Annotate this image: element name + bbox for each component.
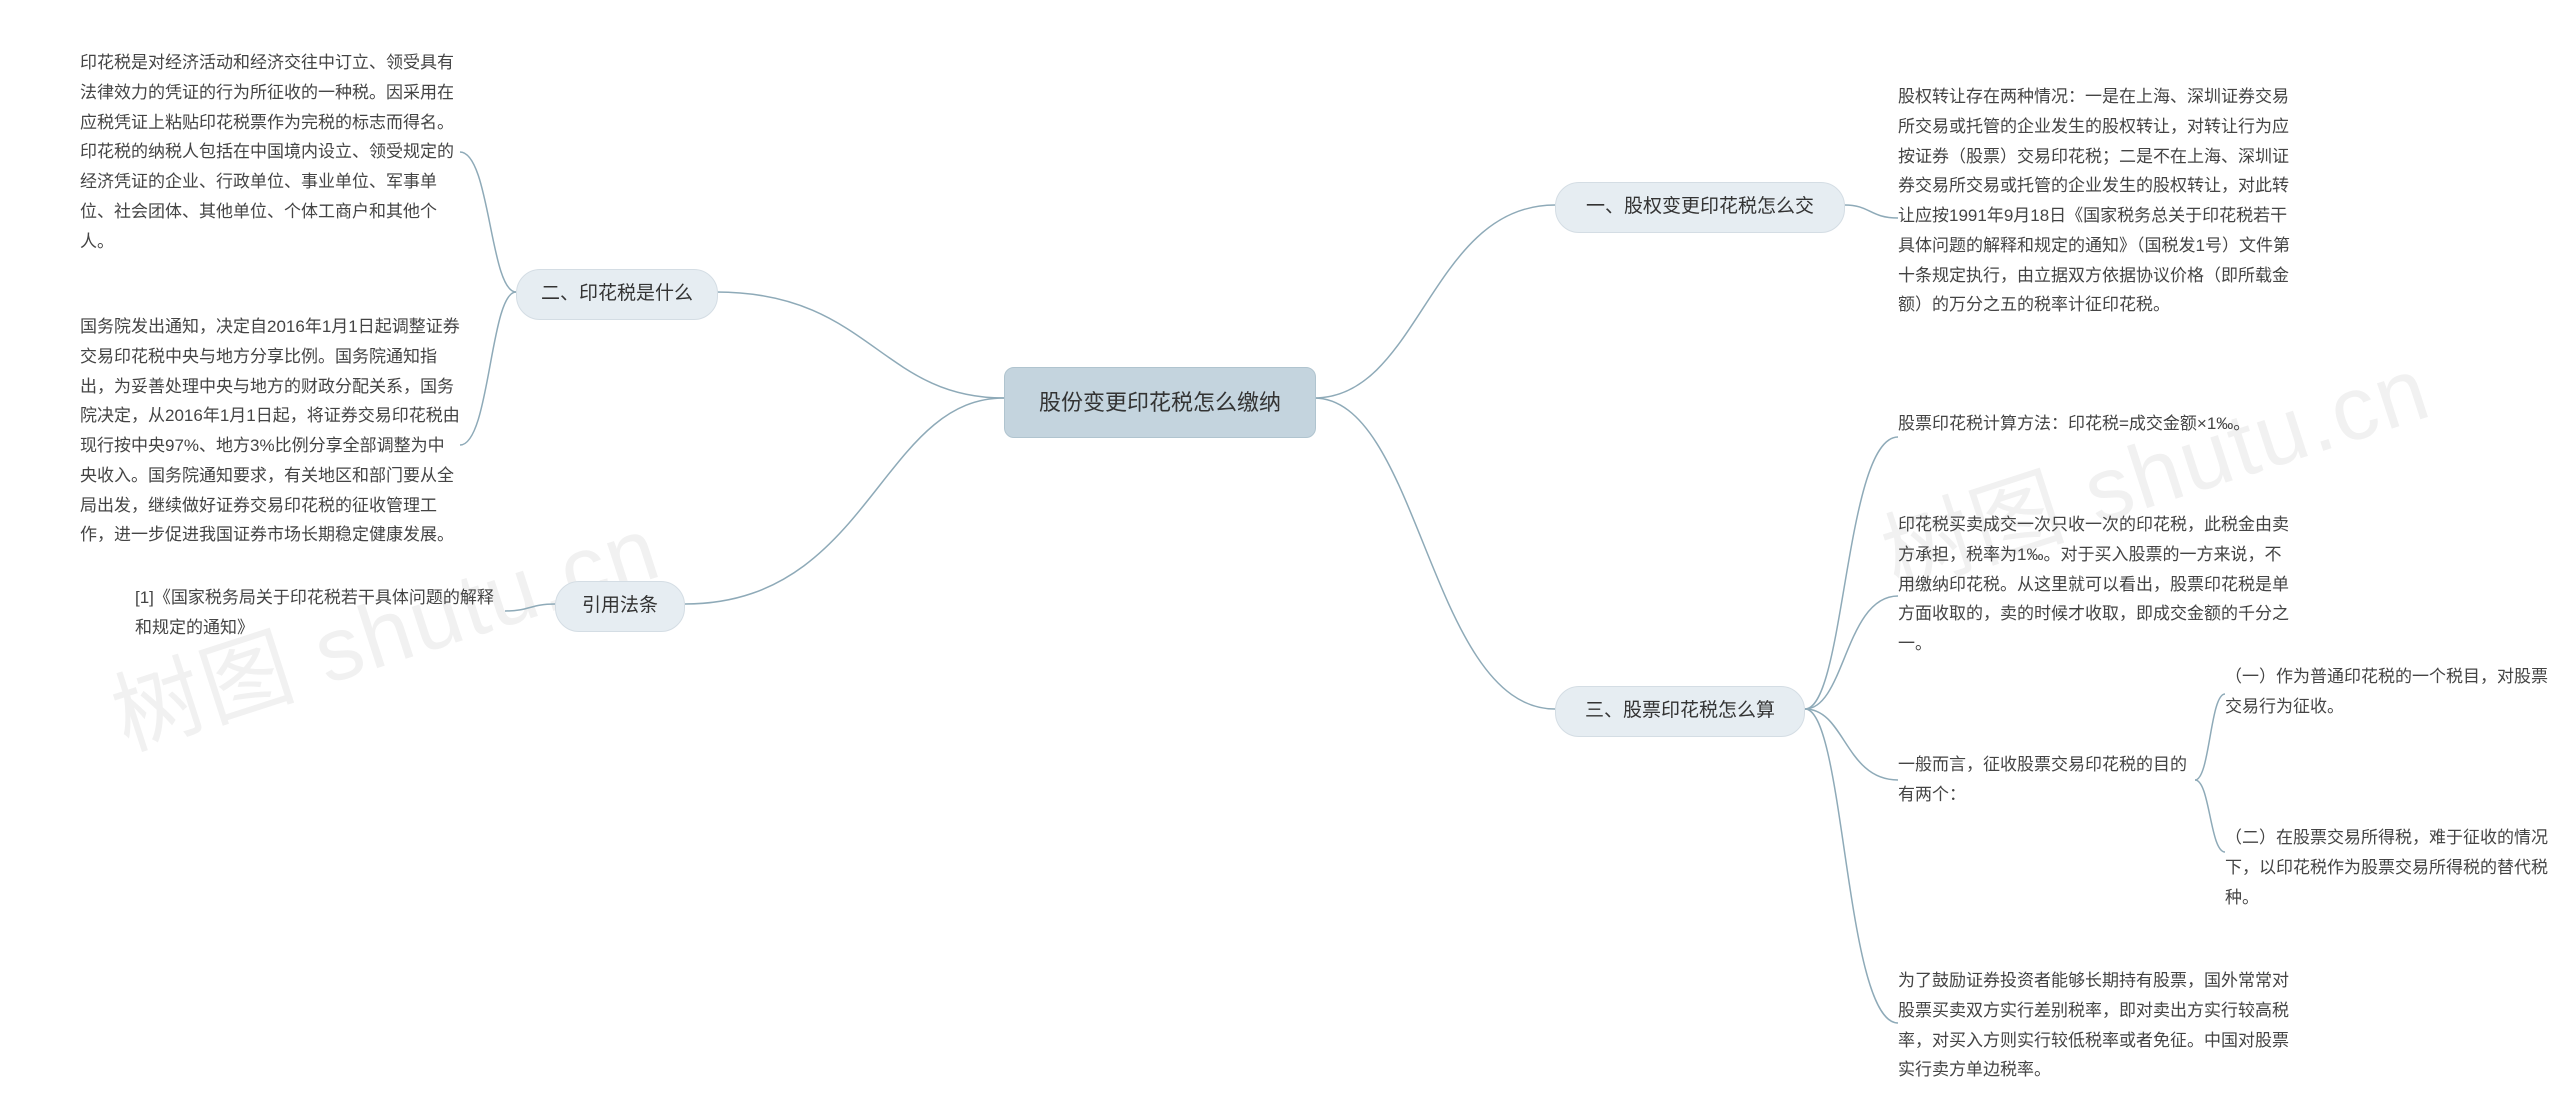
leaf-b2-1: 印花税是对经济活动和经济交往中订立、领受具有法律效力的凭证的行为所征收的一种税。… xyxy=(80,48,460,256)
branch-3[interactable]: 三、股票印花税怎么算 xyxy=(1555,686,1805,737)
leaf-b1-1: 股权转让存在两种情况：一是在上海、深圳证券交易所交易或托管的企业发生的股权转让，… xyxy=(1898,82,2298,320)
root-node[interactable]: 股份变更印花税怎么缴纳 xyxy=(1004,367,1316,438)
leaf-b3-3: 一般而言，征收股票交易印花税的目的有两个： xyxy=(1898,750,2188,810)
branch-2[interactable]: 二、印花税是什么 xyxy=(516,269,718,320)
branch-4[interactable]: 引用法条 xyxy=(555,581,685,632)
branch-1[interactable]: 一、股权变更印花税怎么交 xyxy=(1555,182,1845,233)
leaf-b2-2: 国务院发出通知，决定自2016年1月1日起调整证券交易印花税中央与地方分享比例。… xyxy=(80,312,460,550)
leaf-b3-2: 印花税买卖成交一次只收一次的印花税，此税金由卖方承担，税率为1‰。对于买入股票的… xyxy=(1898,510,2298,659)
leaf-b3-3b: （二）在股票交易所得税，难于征收的情况下，以印花税作为股票交易所得税的替代税种。 xyxy=(2225,823,2555,912)
mindmap-canvas: 树图 shutu.cn 树图 shutu.cn 股份变更印花税怎么缴纳 一、股权… xyxy=(0,0,2560,1116)
leaf-b3-1: 股票印花税计算方法：印花税=成交金额×1‰。 xyxy=(1898,409,2298,439)
leaf-b3-4: 为了鼓励证券投资者能够长期持有股票，国外常常对股票买卖双方实行差别税率，即对卖出… xyxy=(1898,966,2298,1085)
leaf-b3-3a: （一）作为普通印花税的一个税目，对股票交易行为征收。 xyxy=(2225,662,2555,722)
leaf-b4-1: [1]《国家税务局关于印花税若干具体问题的解释和规定的通知》 xyxy=(135,583,505,643)
